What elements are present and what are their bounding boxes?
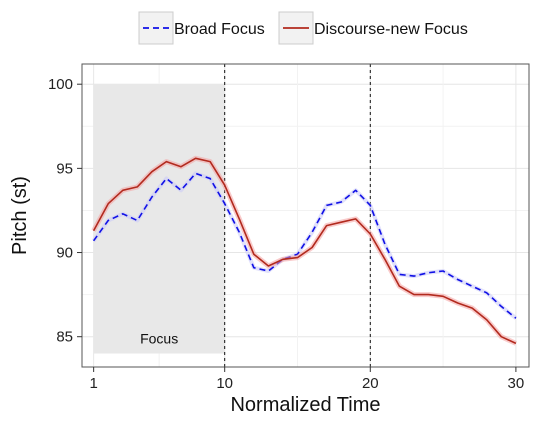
x-tick-label: 10 xyxy=(216,375,233,392)
y-tick-label: 85 xyxy=(56,329,73,346)
y-tick-label: 90 xyxy=(56,245,73,262)
legend-label-1: Broad Focus xyxy=(174,21,265,38)
x-tick-label: 20 xyxy=(362,375,379,392)
focus-label: Focus xyxy=(140,331,178,347)
plot-border xyxy=(81,63,530,368)
series-line-1 xyxy=(92,172,517,319)
y-tick-label: 95 xyxy=(56,160,73,177)
series-lines xyxy=(91,155,518,346)
axes: 85 90 95 100 1 10 20 30 xyxy=(48,76,524,392)
legend-label-2: Discourse-new Focus xyxy=(314,21,468,38)
y-tick-label: 100 xyxy=(48,76,73,93)
legend: Broad Focus Discourse-new Focus xyxy=(138,11,468,45)
x-tick-label: 30 xyxy=(508,375,525,392)
reference-lines xyxy=(224,64,371,367)
x-axis-title: Normalized Time xyxy=(230,394,380,416)
series-line-2 xyxy=(92,157,517,345)
y-axis-title: Pitch (st) xyxy=(9,176,31,255)
x-tick-label: 1 xyxy=(89,375,97,392)
